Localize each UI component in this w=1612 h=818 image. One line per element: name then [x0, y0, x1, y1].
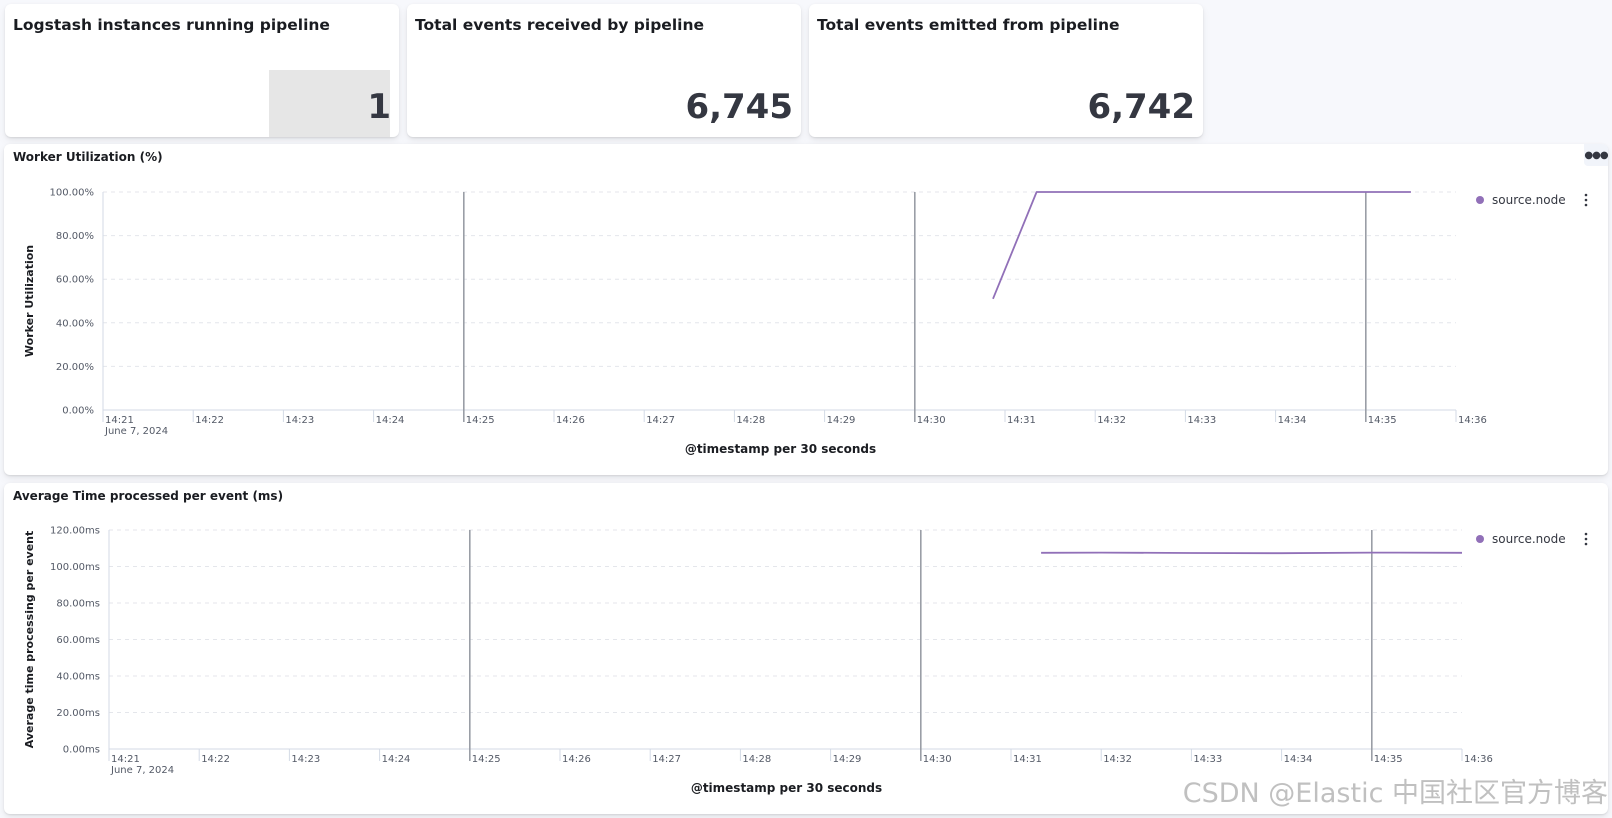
metric-value: 6,742 [1087, 87, 1195, 127]
chart-panel-average-time: Average Time processed per event (ms) 0.… [4, 483, 1608, 814]
y-tick-label: 0.00% [62, 406, 94, 417]
legend-menu-dot [1584, 193, 1588, 197]
x-tick-label: 14:30 [917, 415, 946, 426]
x-tick-label: 14:24 [382, 754, 411, 765]
x-tick-label: 14:26 [562, 754, 591, 765]
legend-swatch [1476, 535, 1484, 543]
y-tick-label: 60.00% [56, 275, 94, 286]
x-tick-label: 14:30 [923, 754, 952, 765]
y-tick-label: 60.00ms [56, 635, 100, 646]
metric-bar [269, 70, 390, 137]
y-tick-label: 20.00ms [56, 708, 100, 719]
legend-menu-dot [1584, 203, 1588, 207]
x-tick-label: 14:34 [1278, 415, 1307, 426]
x-tick-label: 14:28 [736, 415, 765, 426]
y-tick-label: 120.00ms [50, 526, 100, 537]
y-tick-label: 40.00ms [56, 672, 100, 683]
y-tick-label: 100.00ms [50, 562, 100, 573]
metric-panel-events-emitted: Total events emitted from pipeline 6,742 [809, 4, 1203, 137]
legend-label: source.node [1492, 532, 1566, 546]
chart-title: Average Time processed per event (ms) [13, 489, 284, 503]
x-tick-label: 14:35 [1368, 415, 1397, 426]
x-tick-label: 14:26 [556, 415, 585, 426]
metric-value: 1 [367, 87, 391, 127]
x-tick-label: 14:35 [1374, 754, 1403, 765]
x-axis-title: @timestamp per 30 seconds [685, 442, 876, 456]
legend-menu-dot [1584, 198, 1588, 202]
legend-swatch [1476, 196, 1484, 204]
series-line [992, 191, 1411, 300]
x-tick-label: 14:25 [472, 754, 501, 765]
x-tick-label: 14:24 [376, 415, 405, 426]
x-tick-label: 14:31 [1013, 754, 1042, 765]
legend-menu-dot [1584, 542, 1588, 546]
x-tick-label: 14:36 [1464, 754, 1493, 765]
chart-average-time: 0.00ms 20.00ms 40.00ms 60.00ms 80.00ms 100.00… [23, 526, 1588, 795]
x-tick-label: 14:32 [1097, 415, 1126, 426]
x-tick-label: 14:22 [195, 415, 224, 426]
y-tick-label: 80.00ms [56, 599, 100, 610]
x-tick-label: 14:21 [111, 754, 140, 765]
x-tick-label: 14:21 [105, 415, 134, 426]
x-tick-label: 14:33 [1193, 754, 1222, 765]
x-tick-label: 14:36 [1458, 415, 1487, 426]
y-axis-title: Average time processing per event [23, 531, 36, 749]
x-tick-label: 14:29 [827, 415, 856, 426]
x-tick-label: 14:32 [1103, 754, 1132, 765]
x-tick-label: 14:34 [1284, 754, 1313, 765]
y-tick-label: 20.00% [56, 362, 94, 373]
y-tick-label: 0.00ms [63, 745, 100, 756]
x-tick-label: 14:27 [652, 754, 681, 765]
chart-panel-worker-utilization: Worker Utilization (%) ●●● 0.00% 20.00% 40… [4, 144, 1609, 475]
x-tick-label: 14:27 [646, 415, 675, 426]
x-tick-label: 14:31 [1007, 415, 1036, 426]
y-tick-label: 100.00% [50, 188, 95, 199]
x-tick-label: 14:23 [291, 754, 320, 765]
legend-menu-dot [1584, 537, 1588, 541]
x-tick-label: 14:23 [285, 415, 314, 426]
x-tick-label: 14:29 [833, 754, 862, 765]
ellipsis-icon[interactable]: ●●● [1584, 144, 1609, 166]
y-tick-label: 40.00% [56, 318, 94, 329]
x-date-label: June 7, 2024 [104, 426, 168, 437]
y-axis-title: Worker Utilization [23, 245, 36, 357]
metric-title: Total events received by pipeline [415, 16, 704, 34]
x-tick-label: 14:33 [1187, 415, 1216, 426]
legend-label: source.node [1492, 193, 1566, 207]
x-tick-label: 14:22 [201, 754, 230, 765]
x-tick-label: 14:28 [742, 754, 771, 765]
metric-panel-events-received: Total events received by pipeline 6,745 [407, 4, 801, 137]
chart-worker-utilization: 0.00% 20.00% 40.00% 60.00% 80.00% 100.00% 14:2… [23, 188, 1588, 456]
metric-title: Total events emitted from pipeline [817, 16, 1120, 34]
metric-value: 6,745 [685, 87, 793, 127]
watermark: CSDN @Elastic 中国社区官方博客 [1182, 778, 1608, 809]
x-date-label: June 7, 2024 [110, 765, 174, 776]
chart-title: Worker Utilization (%) [13, 150, 163, 164]
y-tick-label: 80.00% [56, 231, 94, 242]
metric-title: Logstash instances running pipeline [13, 16, 330, 34]
x-tick-label: 14:25 [466, 415, 495, 426]
x-axis-title: @timestamp per 30 seconds [691, 781, 882, 795]
legend-menu-dot [1584, 532, 1588, 536]
metric-panel-instances: Logstash instances running pipeline 1 [5, 4, 399, 137]
series-line [1041, 551, 1463, 555]
